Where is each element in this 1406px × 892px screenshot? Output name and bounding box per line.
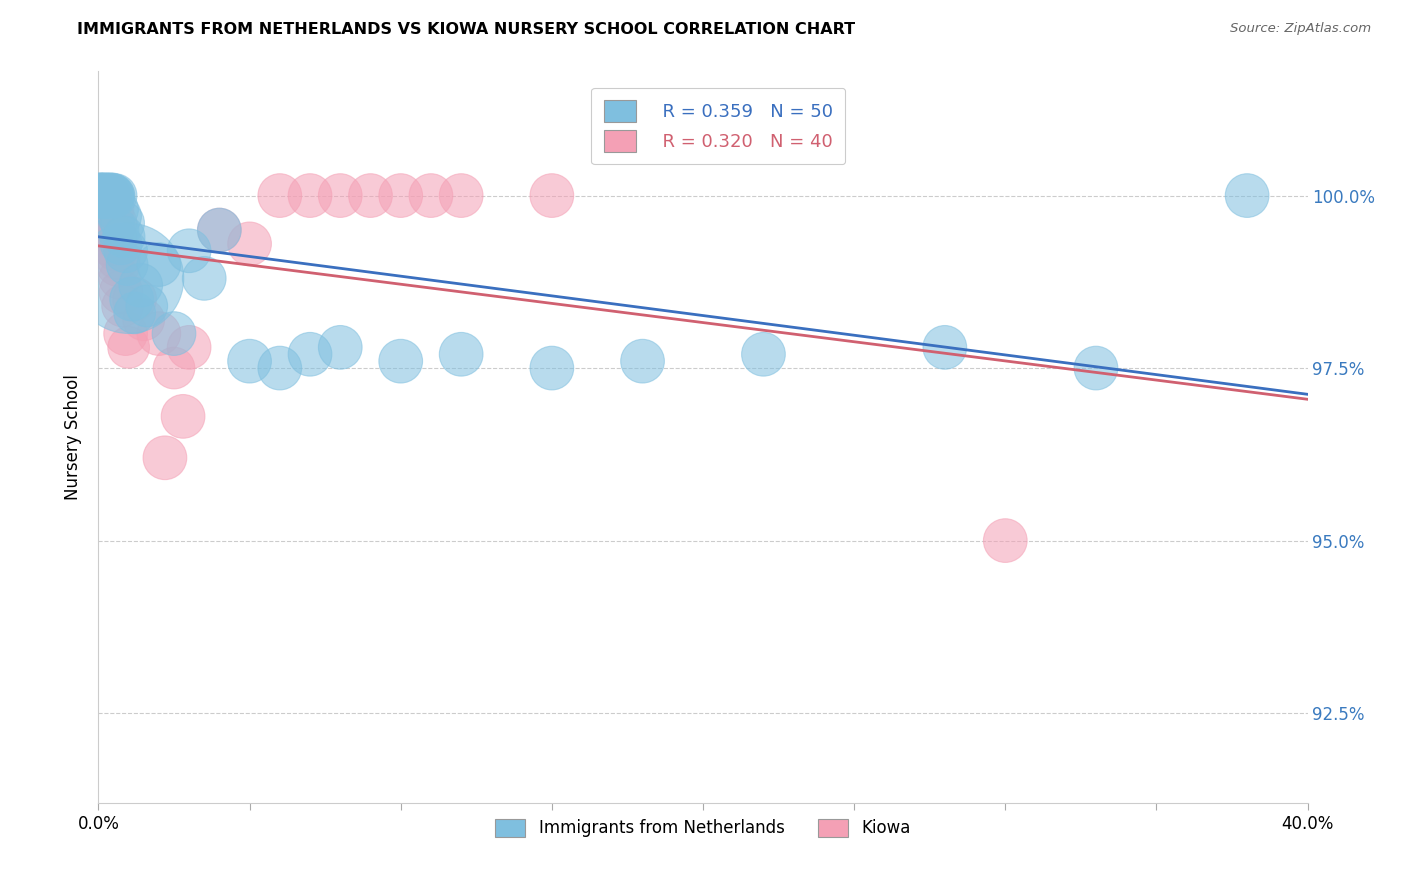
Point xyxy=(124,306,146,320)
Point xyxy=(239,236,262,251)
Point xyxy=(269,361,291,376)
Point xyxy=(172,409,194,424)
Point xyxy=(97,188,120,202)
Point xyxy=(96,188,118,202)
Point xyxy=(132,312,155,326)
Point xyxy=(163,326,186,341)
Point xyxy=(934,340,956,354)
Point xyxy=(107,251,129,265)
Point xyxy=(118,271,141,285)
Point xyxy=(329,188,352,202)
Point xyxy=(100,188,122,202)
Point xyxy=(193,271,215,285)
Point xyxy=(112,230,135,244)
Text: Source: ZipAtlas.com: Source: ZipAtlas.com xyxy=(1230,22,1371,36)
Point xyxy=(631,354,654,368)
Point xyxy=(360,188,382,202)
Point xyxy=(101,188,124,202)
Point xyxy=(96,223,118,237)
Point xyxy=(90,188,112,202)
Point xyxy=(100,188,122,202)
Point xyxy=(94,188,117,202)
Text: IMMIGRANTS FROM NETHERLANDS VS KIOWA NURSERY SCHOOL CORRELATION CHART: IMMIGRANTS FROM NETHERLANDS VS KIOWA NUR… xyxy=(77,22,855,37)
Point xyxy=(121,292,143,306)
Point xyxy=(994,533,1017,548)
Point xyxy=(96,188,118,202)
Point xyxy=(208,223,231,237)
Point xyxy=(148,326,170,341)
Point xyxy=(153,450,176,465)
Point xyxy=(420,188,443,202)
Point xyxy=(105,202,128,217)
Point xyxy=(179,244,201,258)
Point xyxy=(111,299,134,313)
Point xyxy=(114,244,136,258)
Point xyxy=(540,188,562,202)
Point xyxy=(450,347,472,361)
Point xyxy=(108,271,131,285)
Point xyxy=(103,216,125,230)
Point xyxy=(329,340,352,354)
Point xyxy=(91,188,114,202)
Point xyxy=(91,188,114,202)
Point xyxy=(98,236,121,251)
Point xyxy=(299,188,322,202)
Point xyxy=(91,188,114,202)
Point xyxy=(124,292,146,306)
Point xyxy=(93,188,115,202)
Point xyxy=(104,230,127,244)
Point xyxy=(93,188,115,202)
Point xyxy=(107,258,129,272)
Point xyxy=(89,188,111,202)
Point xyxy=(389,188,412,202)
Point xyxy=(179,340,201,354)
Point xyxy=(107,223,129,237)
Point xyxy=(389,354,412,368)
Point xyxy=(104,216,127,230)
Point xyxy=(94,188,117,202)
Point xyxy=(90,188,112,202)
Point xyxy=(1236,188,1258,202)
Point xyxy=(100,188,122,202)
Point xyxy=(111,216,134,230)
Point xyxy=(299,347,322,361)
Point xyxy=(110,236,132,251)
Point xyxy=(208,223,231,237)
Point xyxy=(239,354,262,368)
Point xyxy=(101,202,124,217)
Point xyxy=(105,244,128,258)
Point xyxy=(118,340,141,354)
Point xyxy=(450,188,472,202)
Point xyxy=(98,188,121,202)
Point xyxy=(135,299,157,313)
Point xyxy=(148,258,170,272)
Point xyxy=(103,188,125,202)
Point xyxy=(101,188,124,202)
Point xyxy=(89,188,111,202)
Point xyxy=(115,258,138,272)
Point xyxy=(98,188,121,202)
Point xyxy=(98,188,121,202)
Point xyxy=(114,326,136,341)
Point xyxy=(108,209,131,223)
Point xyxy=(1085,361,1108,376)
Point xyxy=(269,188,291,202)
Point xyxy=(752,347,775,361)
Legend: Immigrants from Netherlands, Kiowa: Immigrants from Netherlands, Kiowa xyxy=(486,810,920,846)
Point xyxy=(96,188,118,202)
Point xyxy=(94,188,117,202)
Point xyxy=(90,188,112,202)
Point xyxy=(163,361,186,376)
Point xyxy=(110,285,132,300)
Point xyxy=(104,188,127,202)
Point xyxy=(93,188,115,202)
Point xyxy=(540,361,562,376)
Point xyxy=(129,278,152,293)
Y-axis label: Nursery School: Nursery School xyxy=(65,374,83,500)
